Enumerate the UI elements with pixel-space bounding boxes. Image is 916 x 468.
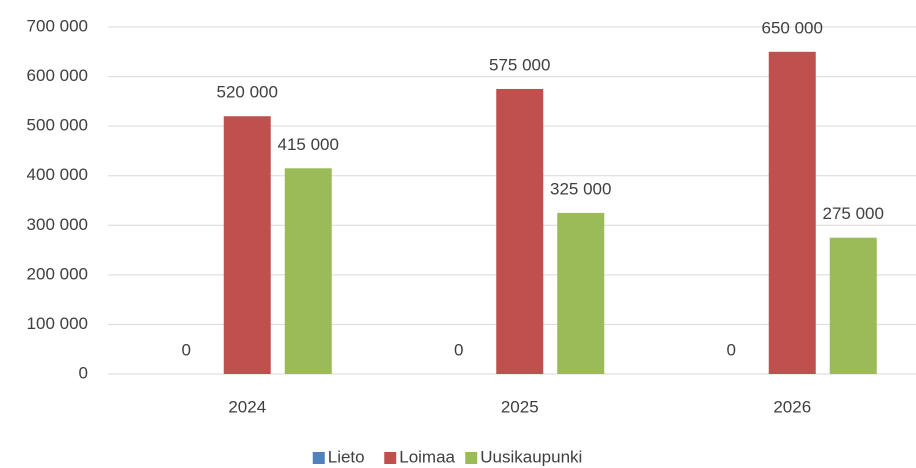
x-tick-label: 2026 xyxy=(773,397,811,416)
y-tick-label: 700 000 xyxy=(27,16,88,35)
legend-label: Loimaa xyxy=(399,447,455,466)
x-tick-label: 2024 xyxy=(228,397,266,416)
y-tick-label: 0 xyxy=(79,363,88,382)
y-tick-label: 500 000 xyxy=(27,116,88,135)
y-tick-label: 100 000 xyxy=(27,314,88,333)
value-label: 275 000 xyxy=(823,204,884,223)
bar xyxy=(829,237,877,374)
value-label: 650 000 xyxy=(762,18,823,37)
value-label: 415 000 xyxy=(278,135,339,154)
y-tick-label: 200 000 xyxy=(27,264,88,283)
value-label: 0 xyxy=(182,340,191,359)
y-tick-label: 300 000 xyxy=(27,215,88,234)
bar xyxy=(223,116,271,374)
bar xyxy=(496,88,544,374)
bar xyxy=(557,212,605,374)
legend-label: Lieto xyxy=(328,447,365,466)
value-label: 0 xyxy=(454,340,463,359)
value-label: 325 000 xyxy=(550,179,611,198)
bar xyxy=(284,168,332,374)
y-tick-label: 400 000 xyxy=(27,165,88,184)
value-label: 520 000 xyxy=(217,83,278,102)
y-tick-label: 600 000 xyxy=(27,66,88,85)
bar xyxy=(768,51,816,375)
value-label: 575 000 xyxy=(489,55,550,74)
value-label: 0 xyxy=(727,340,736,359)
legend-label: Uusikaupunki xyxy=(480,447,582,466)
x-tick-label: 2025 xyxy=(501,397,539,416)
legend-swatch xyxy=(465,452,478,464)
legend-swatch xyxy=(384,452,397,464)
legend-swatch xyxy=(312,452,325,464)
